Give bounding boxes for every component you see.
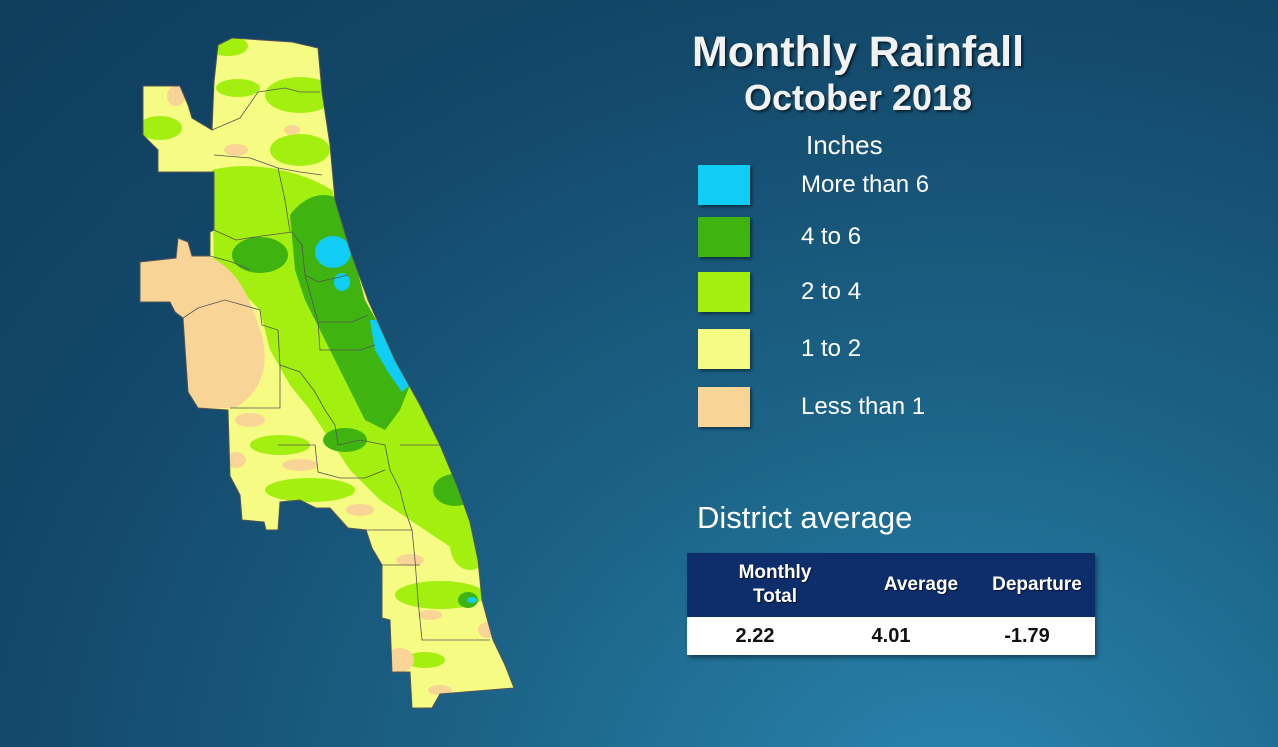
legend-label: 1 to 2 (801, 335, 862, 362)
legend-label: 2 to 4 (801, 278, 862, 305)
table-row: 2.22 4.01 -1.79 (687, 617, 1095, 655)
legend-swatch (698, 272, 750, 312)
district-average-heading: District average (697, 500, 913, 535)
column-header-monthly-total: Monthly Total (738, 562, 812, 607)
district-average-table: Monthly Total Average Departure 2.22 4.0… (687, 553, 1095, 655)
legend-item-more-than-6: More than 6 (698, 165, 1118, 205)
map-title: Monthly Rainfall (691, 28, 1025, 76)
legend-item-less-than-1: Less than 1 (698, 387, 1118, 427)
map-subtitle: October 2018 (743, 77, 973, 118)
legend-units: Inches (806, 130, 883, 160)
average-value: 4.01 (871, 624, 911, 647)
column-header-average: Average (883, 574, 959, 595)
legend-item-2-to-4: 2 to 4 (698, 272, 1118, 312)
legend-swatch (698, 329, 750, 369)
rainfall-map (139, 37, 515, 709)
legend-label: 4 to 6 (801, 223, 862, 250)
monthly-total-value: 2.22 (735, 624, 775, 647)
legend-swatch (698, 165, 750, 205)
table-header-row: Monthly Total Average Departure (687, 553, 1095, 617)
legend-item-1-to-2: 1 to 2 (698, 329, 1118, 369)
departure-value: -1.79 (1004, 624, 1050, 647)
legend-swatch (698, 217, 750, 257)
legend-label: Less than 1 (801, 393, 926, 420)
legend-item-4-to-6: 4 to 6 (698, 217, 1118, 257)
column-header-departure: Departure (992, 574, 1082, 595)
legend-label: More than 6 (801, 171, 930, 198)
legend-swatch (698, 387, 750, 427)
